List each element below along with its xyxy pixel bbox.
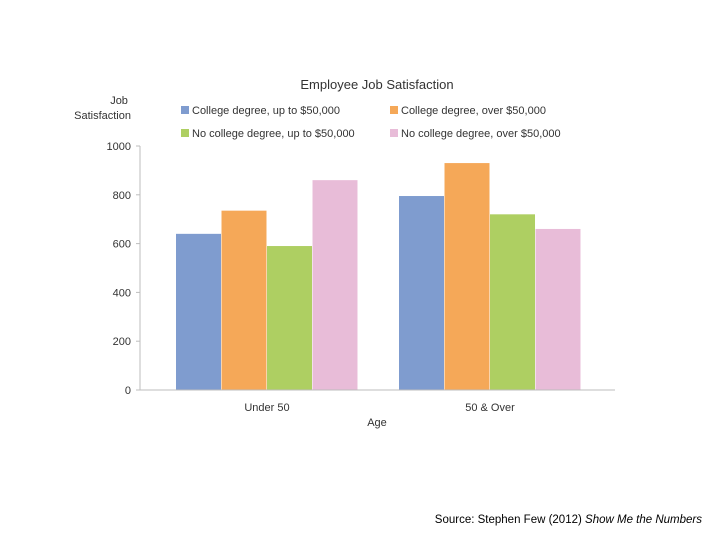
bar (444, 163, 490, 390)
y-tick-label: 0 (125, 385, 131, 397)
bar (399, 196, 444, 390)
bar (535, 228, 581, 390)
legend: College degree, up to $50,000 College deg… (181, 105, 561, 140)
y-axis-ticks: 0 200 400 600 800 1000 (107, 141, 140, 397)
legend-label: College degree, up to $50,000 (192, 105, 340, 117)
legend-label: No college degree, over $50,000 (401, 128, 561, 140)
bar (267, 246, 312, 390)
x-category-label: Under 50 (244, 402, 289, 414)
y-tick-label: 200 (113, 336, 131, 348)
y-tick-label: 1000 (107, 141, 131, 153)
bar (176, 233, 221, 390)
y-axis-label: Job Satisfaction (74, 95, 131, 122)
bar (221, 210, 267, 390)
source-citation: Source: Stephen Few (2012) Show Me the N… (435, 514, 702, 526)
legend-label: No college degree, up to $50,000 (192, 128, 355, 140)
x-category-label: 50 & Over (465, 402, 515, 414)
source-prefix: Source: Stephen Few (2012) (434, 514, 586, 526)
bar (490, 214, 535, 390)
legend-label: College degree, over $50,000 (401, 105, 546, 117)
bar (312, 180, 358, 390)
legend-swatch (390, 106, 398, 114)
legend-swatch (181, 129, 189, 137)
x-axis-categories: Under 50 50 & Over (244, 402, 515, 414)
bars (176, 163, 581, 390)
legend-swatch (390, 129, 398, 137)
chart-title: Employee Job Satisfaction (300, 77, 453, 92)
legend-swatch (181, 106, 189, 114)
y-tick-label: 400 (113, 287, 131, 299)
x-axis-label: Age (367, 417, 387, 429)
source-book-title: Show Me the Numbers (585, 514, 702, 526)
y-tick-label: 800 (113, 190, 131, 202)
y-tick-label: 600 (113, 239, 131, 251)
